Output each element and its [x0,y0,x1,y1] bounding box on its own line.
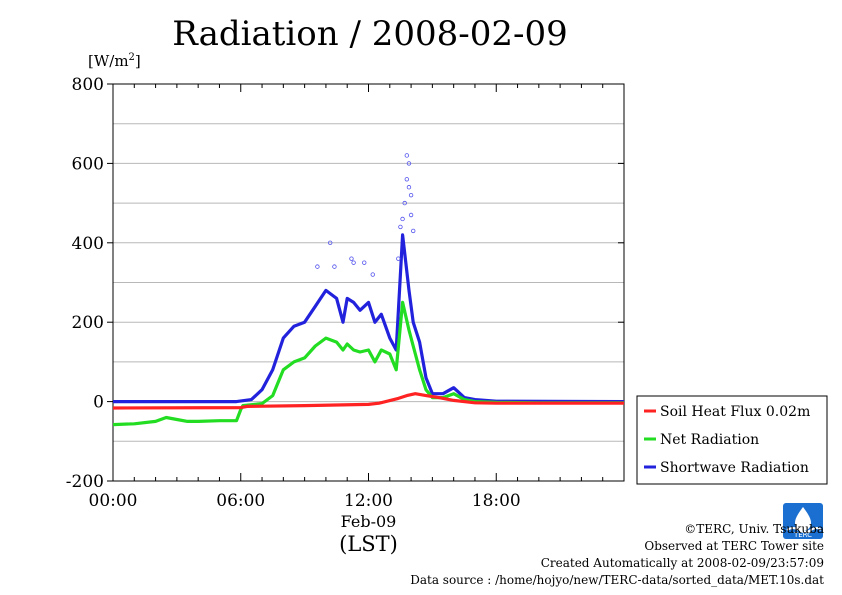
shortwave-point [402,200,407,206]
shortwave-point [408,212,414,218]
y-unit-base: [W/m [88,52,129,70]
series-soil-heat-flux [112,392,624,410]
shortwave-point [411,228,416,234]
legend-box [636,395,828,485]
shortwave-point [370,272,375,277]
shortwave-point [396,256,401,261]
y-unit-label: [W/m2] [88,52,141,70]
shortwave-point [398,224,403,230]
shortwave-point [404,153,410,158]
y-tick-label: -200 [66,472,104,492]
credits-block: ©TERC, Univ. Tsukuba Observed at TERC To… [410,521,824,589]
legend-label: Shortwave Radiation [660,460,809,476]
y-tick-label: 400 [72,234,104,254]
chart-title: Radiation / 2008-02-09 [172,14,568,54]
y-tick-label: 200 [72,313,104,333]
shortwave-point [408,192,414,198]
y-tick-label: 800 [72,75,104,95]
x-tick-label: 18:00 [472,491,521,511]
x-tick-label: 06:00 [216,491,265,511]
shortwave-point [315,264,320,269]
credit-created: Created Automatically at 2008-02-09/23:5… [540,556,824,570]
terc-logo: TERC [783,503,823,539]
y-unit-close: ] [134,52,141,70]
shortwave-point [404,177,410,182]
y-unit-superscript: 2 [128,52,135,63]
credit-source: Data source : /home/hojyo/new/TERC-data/… [410,573,824,587]
shortwave-point [362,260,367,265]
logo-text: TERC [793,531,812,539]
shortwave-point [327,240,333,245]
series-shortwave-radiation [113,233,625,404]
shortwave-point [400,216,405,222]
y-tick-label: 0 [93,393,104,413]
shortwave-point [406,185,412,190]
shortwave-point [351,260,356,265]
y-tick-label: 600 [72,154,104,174]
x-axis-label: (LST) [339,532,398,556]
credit-observed: Observed at TERC Tower site [644,539,824,553]
legend-label: Soil Heat Flux 0.02m [660,404,810,420]
x-tick-label: 00:00 [89,491,138,511]
legend-label: Net Radiation [660,432,759,448]
x-tick-label: 12:00 [344,491,393,511]
shortwave-point [406,161,412,166]
x-date-label: Feb-09 [341,512,397,531]
shortwave-point [349,256,354,261]
shortwave-point [332,264,337,269]
credit-copyright: ©TERC, Univ. Tsukuba [684,522,824,536]
